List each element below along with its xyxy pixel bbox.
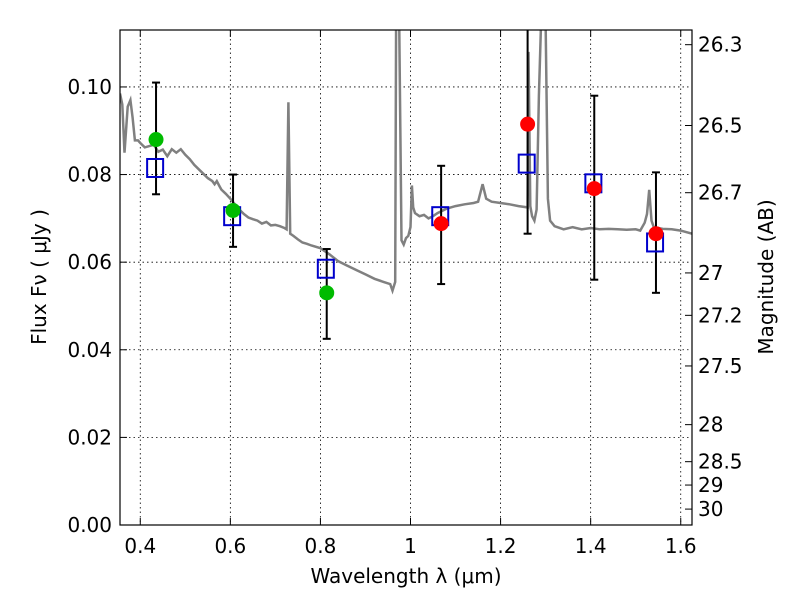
x-tick-labels: 0.4 0.6 0.8 1 1.2 1.4 1.6 [124,534,696,558]
model-photometry-squares [146,153,665,279]
y-tick-label: 0.02 [67,425,112,449]
y-tick-labels: 0.00 0.02 0.04 0.06 0.08 0.10 [67,75,112,537]
model-square-point [146,157,165,178]
model-square-point [316,258,335,279]
right-tick-label: 27.2 [698,303,743,327]
axis-ticks [120,30,692,526]
right-tick-label: 30 [698,497,723,521]
y-tick-label: 0.06 [67,250,112,274]
right-tick-label: 29 [698,473,723,497]
grid-lines [120,30,692,526]
observed-point [225,202,241,218]
observed-point [586,181,602,197]
x-tick-label: 0.4 [124,534,156,558]
y-tick-label: 0.00 [67,513,112,537]
x-tick-label: 1.4 [575,534,607,558]
y-axis-label: Flux Fν ( μJy ) [27,209,51,345]
observed-point [433,216,449,232]
y-tick-label: 0.04 [67,338,112,362]
error-bars [152,30,660,340]
observed-point [148,132,164,148]
right-tick-label: 27.5 [698,354,743,378]
right-tick-label: 28 [698,413,723,437]
observed-photometry-points [148,116,664,301]
right-tick-label: 27 [698,261,723,285]
observed-point [648,226,664,242]
right-tick-label: 26.5 [698,113,743,137]
model-square-point [517,153,536,174]
plot-frame [119,29,693,526]
model-spectrum-line [120,30,692,295]
x-tick-label: 1 [404,534,417,558]
y-tick-label: 0.08 [67,163,112,187]
x-tick-label: 1.2 [485,534,517,558]
y-tick-label: 0.10 [67,75,112,99]
x-tick-label: 1.6 [665,534,697,558]
plot-area [120,30,692,340]
x-tick-label: 0.6 [214,534,246,558]
observed-point [520,116,536,132]
x-axis-label: Wavelength λ (μm) [310,564,501,588]
right-axis-label: Magnitude (AB) [754,199,778,354]
x-tick-label: 0.8 [305,534,337,558]
right-tick-label: 26.3 [698,33,743,57]
observed-point [319,285,335,301]
right-tick-label: 28.5 [698,450,743,474]
right-tick-label: 26.7 [698,181,743,205]
